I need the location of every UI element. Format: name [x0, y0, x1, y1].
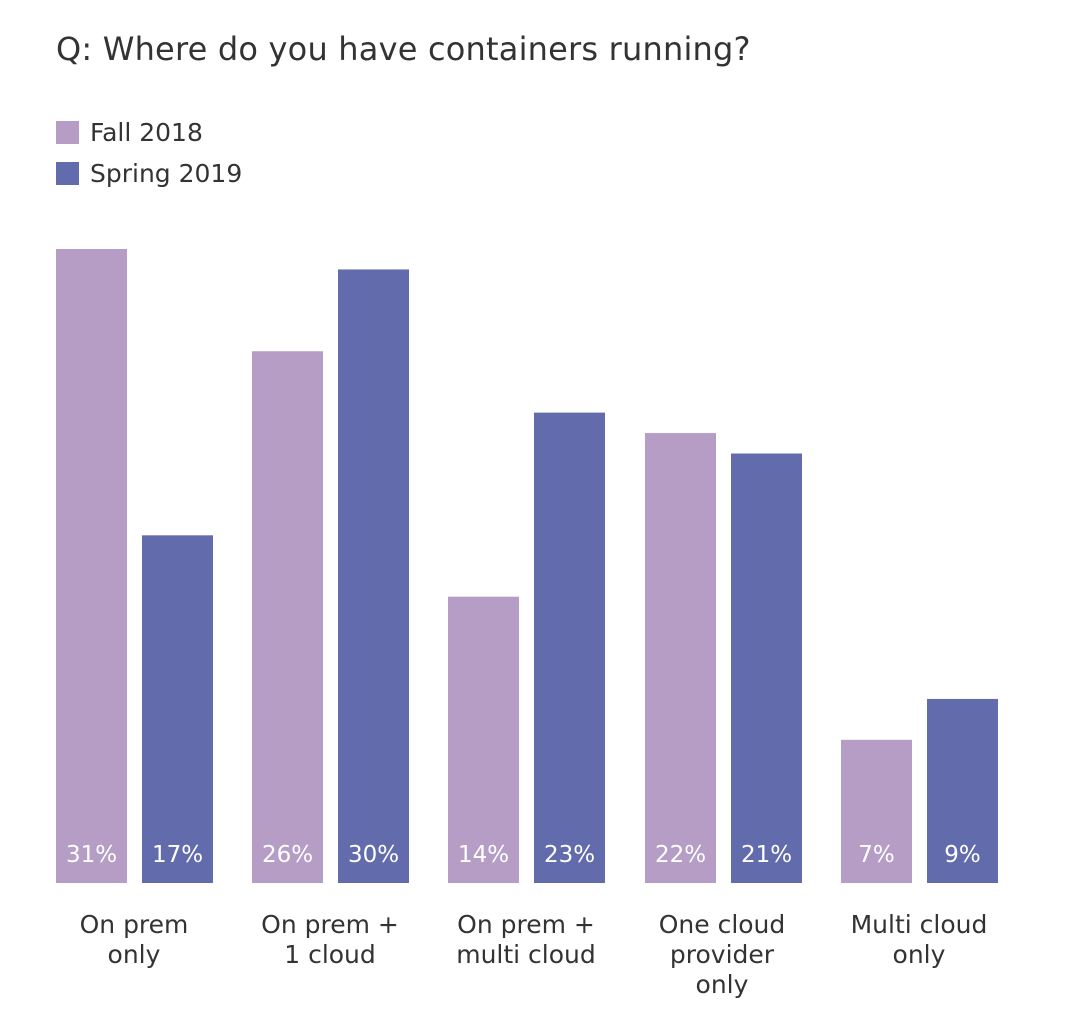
data-label-spring-2019-on-prem-only: 17% — [152, 842, 203, 868]
category-label-multi-cloud-only: Multi cloud only — [850, 910, 988, 969]
data-label-spring-2019-one-cloud-provider-only: 21% — [741, 842, 792, 868]
data-label-spring-2019-multi-cloud-only: 9% — [944, 842, 981, 868]
data-label-spring-2019-on-prem-1-cloud: 30% — [348, 842, 399, 868]
data-label-fall-2018-one-cloud-provider-only: 22% — [655, 842, 706, 868]
data-label-fall-2018-on-prem-multi-cloud: 14% — [458, 842, 509, 868]
legend-item-fall-2018: Fall 2018 — [56, 112, 242, 153]
category-label-on-prem-only: On prem only — [79, 910, 189, 969]
bar-spring-2019-on-prem-only — [142, 535, 213, 883]
data-label-fall-2018-on-prem-1-cloud: 26% — [262, 842, 313, 868]
bar-fall-2018-one-cloud-provider-only — [645, 433, 716, 883]
category-label-one-cloud-provider-only: One cloud provider only — [658, 910, 786, 999]
category-label-on-prem-1-cloud: On prem + 1 cloud — [261, 910, 399, 969]
legend-item-spring-2019: Spring 2019 — [56, 153, 242, 194]
legend-swatch-spring-2019 — [56, 162, 79, 185]
legend-swatch-fall-2018 — [56, 121, 79, 144]
data-label-fall-2018-on-prem-only: 31% — [66, 842, 117, 868]
legend: Fall 2018 Spring 2019 — [56, 112, 242, 194]
chart-title: Q: Where do you have containers running? — [56, 30, 751, 68]
bar-fall-2018-multi-cloud-only — [841, 739, 912, 883]
data-label-spring-2019-on-prem-multi-cloud: 23% — [544, 842, 595, 868]
bar-spring-2019-one-cloud-provider-only — [731, 453, 802, 883]
legend-label-fall-2018: Fall 2018 — [90, 118, 203, 147]
bar-fall-2018-on-prem-only — [56, 249, 127, 883]
category-label-on-prem-multi-cloud: On prem + multi cloud — [456, 910, 596, 969]
bar-fall-2018-on-prem-1-cloud — [252, 351, 323, 883]
bar-spring-2019-multi-cloud-only — [927, 698, 998, 883]
data-label-fall-2018-multi-cloud-only: 7% — [858, 842, 895, 868]
legend-label-spring-2019: Spring 2019 — [90, 159, 243, 188]
bar-fall-2018-on-prem-multi-cloud — [448, 596, 519, 883]
bar-spring-2019-on-prem-multi-cloud — [534, 412, 605, 883]
bar-spring-2019-on-prem-1-cloud — [338, 269, 409, 883]
